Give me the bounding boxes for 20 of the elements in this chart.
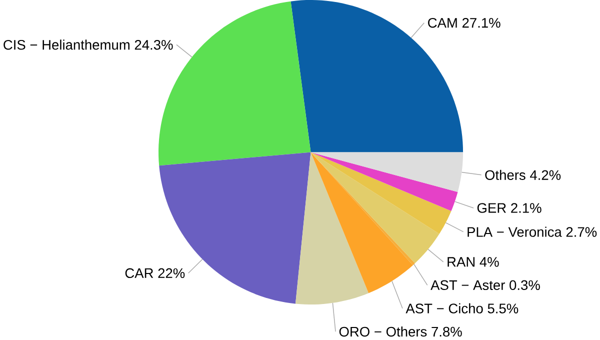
slice-label: Others bbox=[485, 170, 526, 180]
slice-label: GER bbox=[477, 203, 506, 214]
data-label: 7.8% bbox=[432, 327, 462, 337]
slice-label: CAR bbox=[125, 268, 154, 278]
slice-label: AST − Cicho bbox=[406, 304, 483, 314]
data-label: 24.3% bbox=[134, 40, 173, 50]
data-label: 4.2% bbox=[530, 170, 561, 180]
data-label: 4% bbox=[480, 257, 499, 268]
data-label: 5.5% bbox=[488, 304, 518, 314]
data-label: 22% bbox=[158, 268, 185, 278]
slice-label: ORO − Others bbox=[339, 326, 427, 337]
data-label: 27.1% bbox=[462, 18, 500, 28]
data-label: 0.3% bbox=[510, 280, 540, 290]
slice-label: PLA − Veronica bbox=[468, 227, 562, 238]
data-label: 2.1% bbox=[511, 203, 542, 214]
slice-label: RAN bbox=[448, 257, 474, 267]
slice-label: AST − Aster bbox=[430, 280, 505, 290]
data-label: 2.7% bbox=[566, 227, 597, 238]
slice-label: CIS − Helianthemum bbox=[4, 40, 130, 50]
slice-label: CAM bbox=[428, 18, 457, 28]
